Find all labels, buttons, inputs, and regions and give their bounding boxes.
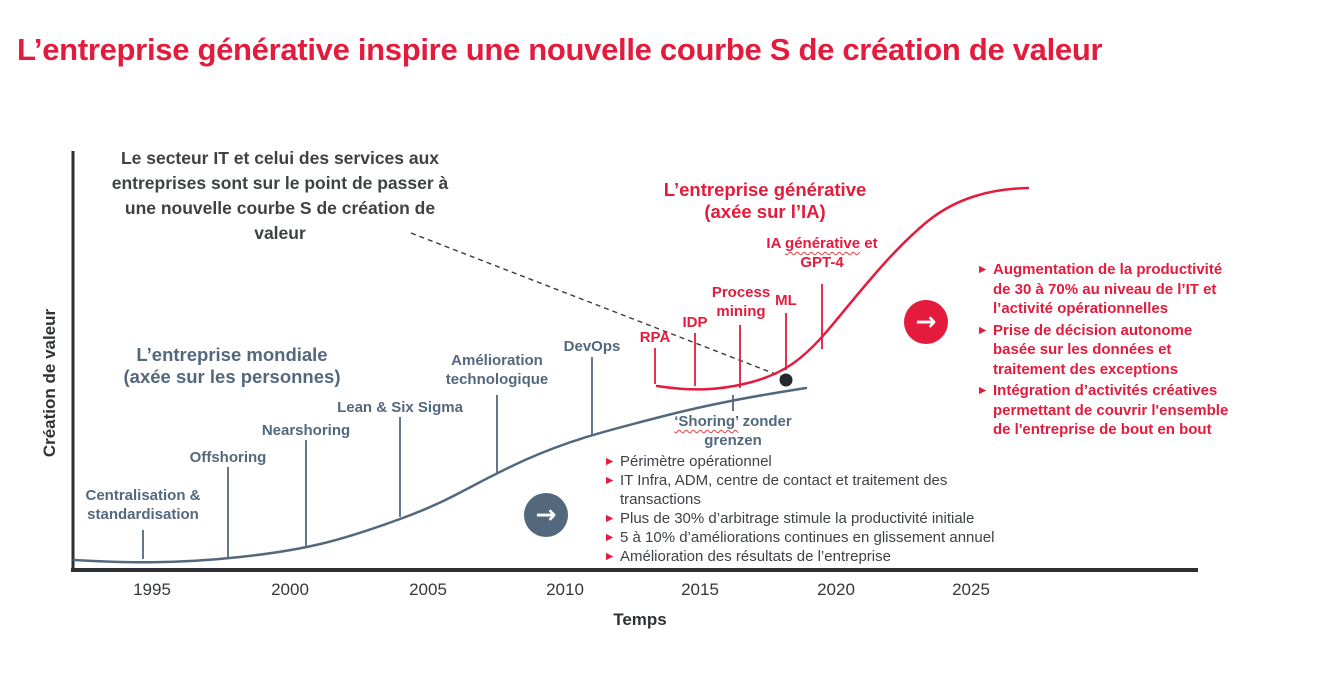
x-tick-2005: 2005 (409, 580, 447, 599)
page-title: L’entreprise générative inspire une nouv… (17, 31, 1103, 67)
x-tick-2025: 2025 (952, 580, 990, 599)
callout-annotation: Le secteur IT et celui des services aux … (111, 148, 449, 243)
milestone-lean-six-sigma: Lean & Six Sigma (337, 399, 463, 416)
list-item: ▶ IT Infra, ADM, centre de contact et tr… (606, 471, 1096, 509)
list-item-text: Augmentation de la productivité de 30 à … (993, 261, 1223, 317)
x-axis-label: Temps (613, 610, 667, 629)
triangle-bullet-icon: ▶ (606, 456, 614, 467)
shoring-rest: zonder grenzen (704, 413, 792, 449)
triangle-bullet-icon: ▶ (606, 475, 614, 486)
list-item: ▶ Prise de décision autonome basée sur l… (979, 321, 1279, 380)
milestone-centralisation: Centralisation & standardisation (85, 487, 201, 523)
milestone-nearshoring: Nearshoring (261, 422, 351, 439)
list-item: ▶ Périmètre opérationnel (606, 452, 1096, 471)
x-tick-2020: 2020 (817, 580, 855, 599)
list-item-text: Plus de 30% d’arbitrage stimule la produ… (620, 510, 975, 527)
ai-era-bullet-list: ▶ Augmentation de la productivité de 30 … (979, 260, 1279, 440)
y-axis-label: Création de valeur (40, 308, 59, 458)
list-item-text: Prise de décision autonome basée sur les… (993, 321, 1193, 378)
gray-s-curve (72, 386, 808, 564)
people-era-arrow-badge: → (524, 493, 568, 537)
triangle-bullet-icon: ▶ (979, 324, 987, 336)
ia-label-p2: et GPT-4 (800, 235, 878, 271)
list-item: ▶ Intégration d’activités créatives perm… (979, 381, 1279, 440)
milestone-devops: DevOps (563, 338, 621, 355)
ia-label-wavy: générative (785, 235, 861, 252)
milestone-ia-generative-gpt4: IA générative et GPT-4 (742, 234, 902, 272)
list-item-text: Périmètre opérationnel (620, 453, 772, 470)
triangle-bullet-icon: ▶ (606, 513, 614, 524)
x-tick-2010: 2010 (546, 580, 584, 599)
era-ai-header: L’entreprise générative (axée sur l’IA) (663, 179, 867, 222)
list-item-text: IT Infra, ADM, centre de contact et trai… (620, 472, 948, 508)
milestone-rpa: RPA (639, 329, 671, 346)
dashed-connector (410, 232, 784, 378)
inflection-dot (779, 373, 793, 387)
shoring-word: ‘Shoring’ (674, 413, 739, 430)
arrow-right-icon: → (535, 499, 557, 529)
x-tick-1995: 1995 (133, 580, 171, 599)
era-people-header: L’entreprise mondiale (axée sur les pers… (123, 344, 341, 387)
milestone-amelioration-technologique: Amélioration technologique (445, 352, 549, 388)
triangle-bullet-icon: ▶ (979, 385, 987, 396)
milestone-idp: IDP (682, 314, 708, 331)
x-tick-2015: 2015 (681, 580, 719, 599)
list-item: ▶ Augmentation de la productivité de 30 … (979, 260, 1279, 319)
arrow-right-icon: → (915, 306, 937, 336)
milestone-ml: ML (775, 292, 797, 309)
list-item-text: Intégration d’activités créatives permet… (993, 382, 1229, 438)
triangle-bullet-icon: ▶ (979, 264, 987, 275)
list-item-text: Amélioration des résultats de l’entrepri… (620, 548, 891, 565)
list-item-text: 5 à 10% d’améliorations continues en gli… (620, 529, 995, 546)
milestone-shoring: ‘Shoring’ zonder grenzen (658, 412, 808, 450)
list-item: ▶ Plus de 30% d’arbitrage stimule la pro… (606, 509, 1096, 528)
people-era-bullet-list: ▶ Périmètre opérationnel ▶ IT Infra, ADM… (606, 452, 1096, 566)
milestone-ticks-people (142, 357, 734, 559)
ai-era-arrow-badge: → (904, 300, 948, 344)
milestone-process-mining: Process mining (711, 284, 771, 320)
list-item: ▶ 5 à 10% d’améliorations continues en g… (606, 528, 1096, 547)
list-item: ▶ Amélioration des résultats de l’entrep… (606, 547, 1096, 566)
red-s-curve (655, 186, 1030, 391)
milestone-offshoring: Offshoring (189, 449, 267, 466)
triangle-bullet-icon: ▶ (606, 551, 614, 562)
x-tick-2000: 2000 (271, 580, 309, 599)
ia-label-p1: IA (766, 235, 786, 252)
milestone-ticks-ai (654, 284, 823, 388)
triangle-bullet-icon: ▶ (606, 532, 614, 543)
